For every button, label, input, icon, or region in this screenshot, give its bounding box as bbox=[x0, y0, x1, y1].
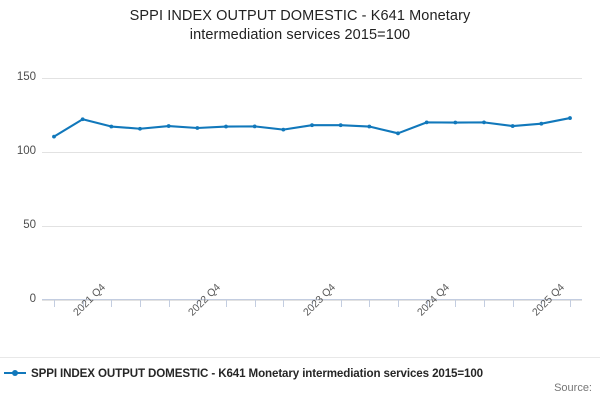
x-axis-tick bbox=[111, 300, 113, 307]
chart-title-line-1: SPPI INDEX OUTPUT DOMESTIC - K641 Moneta… bbox=[129, 8, 471, 24]
x-axis-tick bbox=[455, 300, 457, 307]
x-axis-tick bbox=[512, 300, 514, 307]
legend-dot bbox=[12, 370, 18, 376]
x-axis-tick bbox=[398, 300, 399, 307]
legend-line-marker-icon bbox=[4, 367, 26, 379]
x-axis-tick bbox=[570, 300, 571, 307]
gridline bbox=[42, 77, 582, 79]
y-axis-tick-label: 0 bbox=[29, 293, 36, 305]
data-point-marker bbox=[424, 120, 429, 125]
data-point-marker bbox=[52, 134, 56, 139]
data-point-marker bbox=[568, 116, 572, 120]
x-axis-tick bbox=[369, 300, 371, 307]
data-point-marker bbox=[367, 124, 372, 129]
x-axis-tick bbox=[226, 300, 227, 307]
data-point-marker bbox=[453, 120, 458, 125]
data-point-marker bbox=[510, 124, 515, 128]
chart-title-line-2: intermediation services 2015=100 bbox=[189, 27, 411, 43]
gridline bbox=[42, 225, 582, 227]
data-point-marker bbox=[109, 124, 114, 129]
chart-legend[interactable]: SPPI INDEX OUTPUT DOMESTIC - K641 Moneta… bbox=[0, 363, 600, 383]
legend-series-label: SPPI INDEX OUTPUT DOMESTIC - K641 Moneta… bbox=[31, 366, 484, 380]
y-axis-tick-label: 100 bbox=[16, 144, 36, 157]
x-axis-tick bbox=[340, 300, 342, 307]
series-line bbox=[52, 117, 572, 138]
data-point-marker bbox=[482, 120, 486, 125]
data-point-marker bbox=[166, 124, 171, 128]
x-axis-tick bbox=[541, 300, 543, 307]
data-point-marker bbox=[310, 123, 314, 128]
gridline bbox=[42, 151, 582, 153]
x-axis-line bbox=[42, 299, 582, 300]
y-axis-tick-label: 50 bbox=[23, 218, 36, 231]
x-axis-tick bbox=[426, 300, 428, 307]
x-axis-tick bbox=[484, 300, 485, 307]
data-point-marker bbox=[281, 127, 286, 132]
x-axis-tick bbox=[54, 300, 55, 307]
x-axis-tick bbox=[312, 300, 313, 307]
data-point-marker bbox=[195, 126, 200, 130]
plot-area bbox=[42, 60, 582, 301]
data-point-marker bbox=[338, 123, 343, 128]
data-point-marker bbox=[252, 124, 257, 129]
data-point-marker bbox=[224, 124, 228, 129]
x-axis-tick bbox=[168, 300, 170, 307]
series-line-chart bbox=[52, 116, 572, 139]
x-axis-tick bbox=[197, 300, 199, 307]
x-axis-tick bbox=[82, 300, 84, 307]
data-point-marker bbox=[138, 126, 142, 131]
x-axis-tick bbox=[254, 300, 256, 307]
y-axis-tick-label: 150 bbox=[16, 70, 36, 83]
data-point-marker bbox=[80, 117, 85, 122]
chart-title: SPPI INDEX OUTPUT DOMESTIC - K641 Moneta… bbox=[0, 7, 600, 45]
legend-divider bbox=[0, 357, 600, 358]
x-axis-tick bbox=[283, 300, 285, 307]
source-label: Source: bbox=[554, 382, 592, 394]
data-point-marker bbox=[396, 131, 400, 136]
x-axis-tick bbox=[140, 300, 141, 307]
data-point-marker bbox=[539, 121, 544, 126]
